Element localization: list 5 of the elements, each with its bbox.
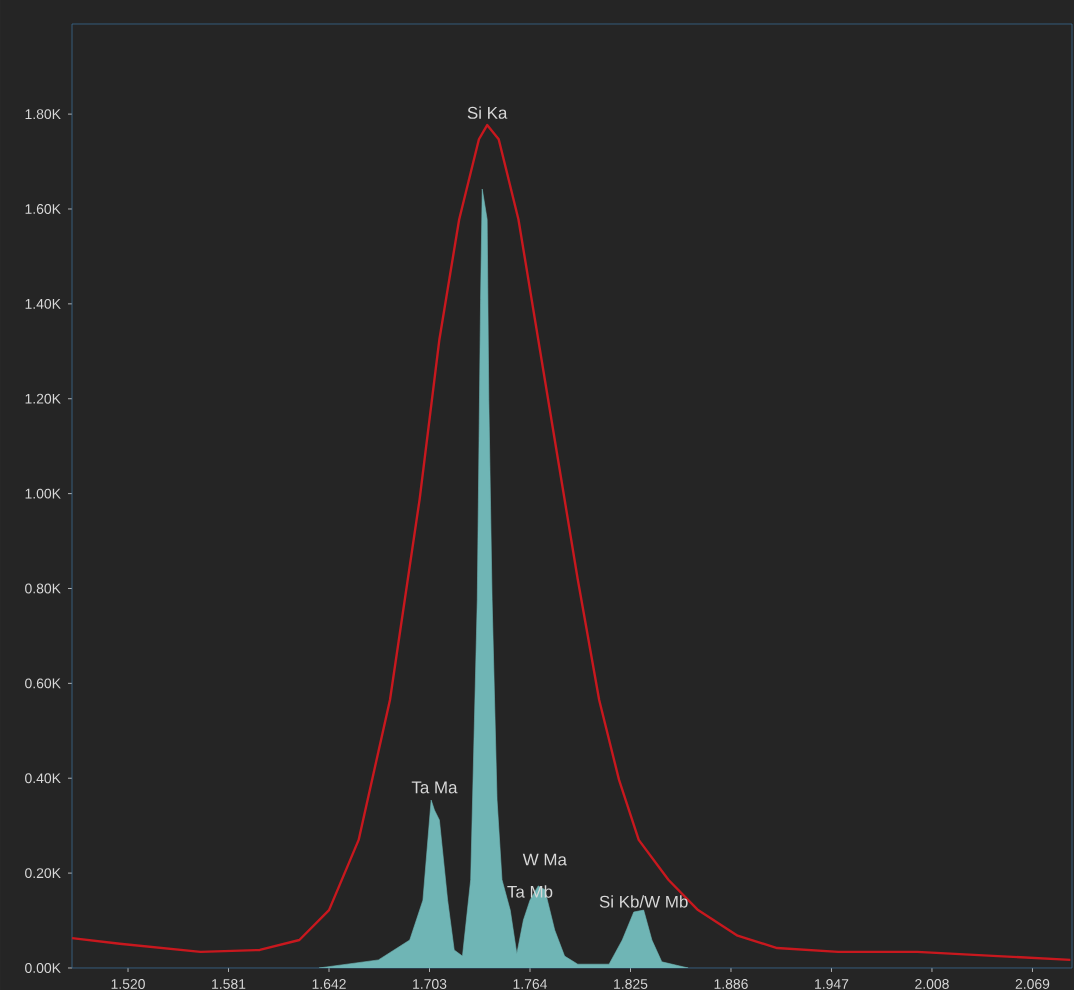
annotation: Si Ka bbox=[467, 106, 508, 120]
annotation: Si Kb/W Mb bbox=[599, 895, 688, 908]
annotation: W Ma bbox=[522, 853, 567, 866]
annotation: Ta Ma bbox=[411, 781, 458, 794]
line-series bbox=[72, 124, 1072, 962]
